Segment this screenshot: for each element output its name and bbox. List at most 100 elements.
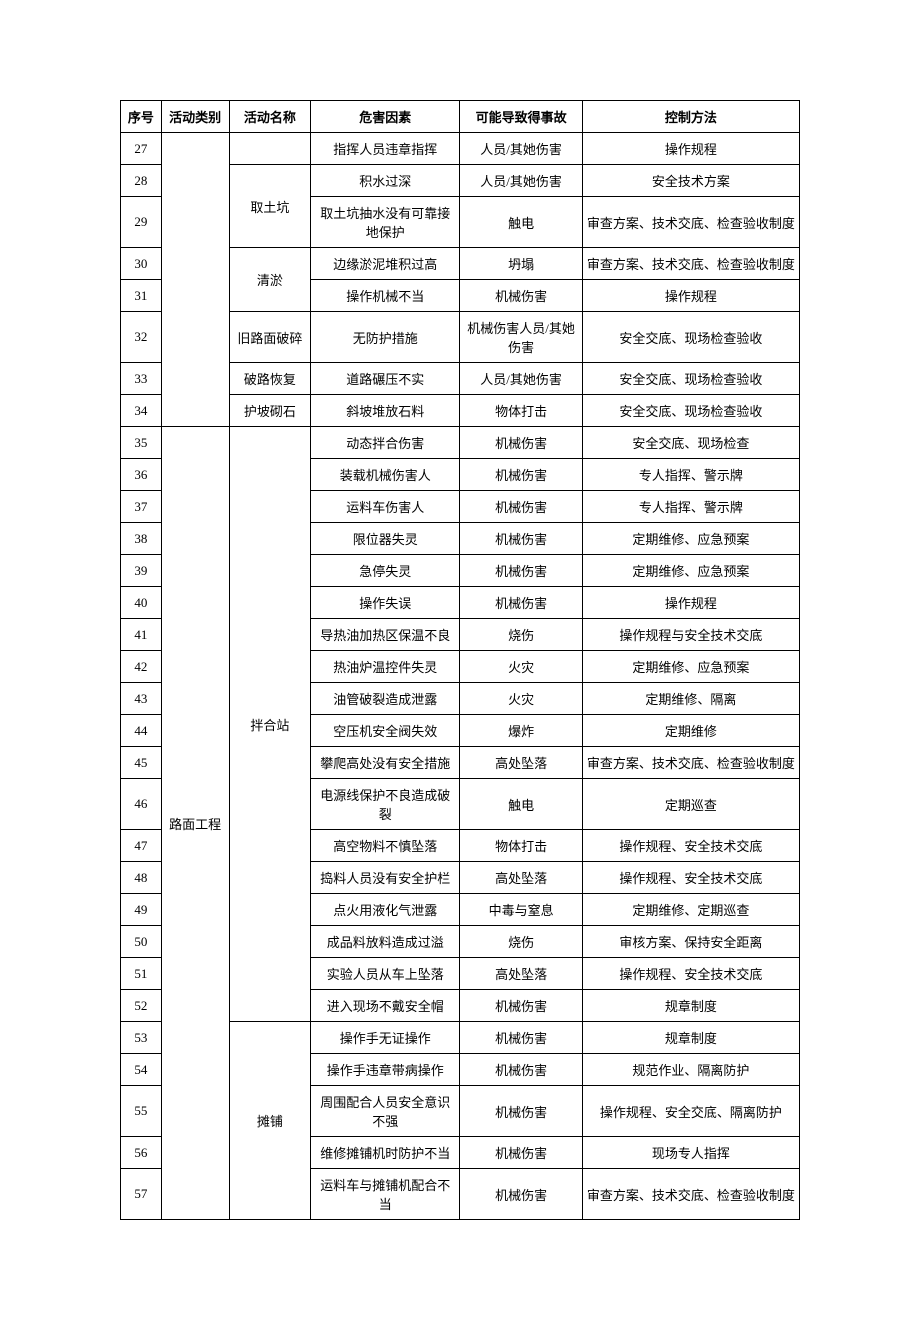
cell-seq: 39 (121, 555, 162, 587)
cell-hazard: 实验人员从车上坠落 (311, 958, 460, 990)
cell-hazard: 电源线保护不良造成破裂 (311, 779, 460, 830)
cell-control: 规范作业、隔离防护 (582, 1054, 799, 1086)
cell-seq: 37 (121, 491, 162, 523)
cell-hazard: 限位器失灵 (311, 523, 460, 555)
cell-control: 审查方案、技术交底、检查验收制度 (582, 197, 799, 248)
cell-accident: 物体打击 (460, 395, 582, 427)
cell-hazard: 维修摊铺机时防护不当 (311, 1137, 460, 1169)
cell-accident: 人员/其她伤害 (460, 165, 582, 197)
table-body: 27指挥人员违章指挥人员/其她伤害操作规程28取土坑积水过深人员/其她伤害安全技… (121, 133, 800, 1220)
cell-hazard: 油管破裂造成泄露 (311, 683, 460, 715)
cell-seq: 43 (121, 683, 162, 715)
cell-control: 审查方案、技术交底、检查验收制度 (582, 1169, 799, 1220)
cell-hazard: 点火用液化气泄露 (311, 894, 460, 926)
cell-control: 操作规程 (582, 587, 799, 619)
cell-hazard: 装载机械伤害人 (311, 459, 460, 491)
cell-control: 安全技术方案 (582, 165, 799, 197)
cell-hazard: 急停失灵 (311, 555, 460, 587)
cell-activity: 护坡砌石 (229, 395, 310, 427)
cell-control: 操作规程 (582, 133, 799, 165)
cell-hazard: 斜坡堆放石料 (311, 395, 460, 427)
cell-seq: 50 (121, 926, 162, 958)
cell-seq: 45 (121, 747, 162, 779)
cell-accident: 高处坠落 (460, 958, 582, 990)
cell-hazard: 操作手无证操作 (311, 1022, 460, 1054)
cell-control: 规章制度 (582, 990, 799, 1022)
cell-accident: 火灾 (460, 683, 582, 715)
cell-seq: 29 (121, 197, 162, 248)
cell-seq: 32 (121, 312, 162, 363)
cell-hazard: 热油炉温控件失灵 (311, 651, 460, 683)
cell-hazard: 取土坑抽水没有可靠接地保护 (311, 197, 460, 248)
cell-activity (229, 133, 310, 165)
cell-accident: 人员/其她伤害 (460, 363, 582, 395)
table-row: 27指挥人员违章指挥人员/其她伤害操作规程 (121, 133, 800, 165)
cell-seq: 41 (121, 619, 162, 651)
cell-hazard: 攀爬高处没有安全措施 (311, 747, 460, 779)
cell-accident: 机械伤害 (460, 1169, 582, 1220)
cell-activity: 取土坑 (229, 165, 310, 248)
hazard-table: 序号 活动类别 活动名称 危害因素 可能导致得事故 控制方法 27指挥人员违章指… (120, 100, 800, 1220)
cell-control: 定期维修、定期巡查 (582, 894, 799, 926)
cell-accident: 机械伤害 (460, 1137, 582, 1169)
header-ctrl: 控制方法 (582, 101, 799, 133)
header-haz: 危害因素 (311, 101, 460, 133)
cell-activity: 旧路面破碎 (229, 312, 310, 363)
cell-hazard: 指挥人员违章指挥 (311, 133, 460, 165)
cell-seq: 30 (121, 248, 162, 280)
cell-control: 操作规程 (582, 280, 799, 312)
cell-seq: 31 (121, 280, 162, 312)
cell-hazard: 高空物料不慎坠落 (311, 830, 460, 862)
cell-control: 操作规程、安全技术交底 (582, 958, 799, 990)
cell-activity: 清淤 (229, 248, 310, 312)
cell-control: 操作规程与安全技术交底 (582, 619, 799, 651)
cell-seq: 33 (121, 363, 162, 395)
cell-hazard: 成品料放料造成过溢 (311, 926, 460, 958)
cell-hazard: 积水过深 (311, 165, 460, 197)
cell-category: 路面工程 (161, 427, 229, 1220)
cell-seq: 46 (121, 779, 162, 830)
cell-seq: 28 (121, 165, 162, 197)
cell-accident: 机械伤害 (460, 587, 582, 619)
table-row: 35路面工程拌合站动态拌合伤害机械伤害安全交底、现场检查 (121, 427, 800, 459)
header-cat: 活动类别 (161, 101, 229, 133)
cell-hazard: 运料车伤害人 (311, 491, 460, 523)
cell-hazard: 动态拌合伤害 (311, 427, 460, 459)
header-seq: 序号 (121, 101, 162, 133)
cell-accident: 中毒与窒息 (460, 894, 582, 926)
cell-accident: 坍塌 (460, 248, 582, 280)
cell-accident: 机械伤害 (460, 280, 582, 312)
cell-seq: 48 (121, 862, 162, 894)
cell-control: 安全交底、现场检查验收 (582, 395, 799, 427)
header-act: 活动名称 (229, 101, 310, 133)
cell-seq: 47 (121, 830, 162, 862)
cell-accident: 物体打击 (460, 830, 582, 862)
cell-hazard: 捣料人员没有安全护栏 (311, 862, 460, 894)
cell-accident: 机械伤害 (460, 459, 582, 491)
cell-hazard: 操作机械不当 (311, 280, 460, 312)
cell-accident: 机械伤害 (460, 1086, 582, 1137)
cell-seq: 55 (121, 1086, 162, 1137)
cell-seq: 56 (121, 1137, 162, 1169)
cell-accident: 高处坠落 (460, 747, 582, 779)
cell-control: 专人指挥、警示牌 (582, 491, 799, 523)
cell-accident: 机械伤害 (460, 555, 582, 587)
cell-accident: 触电 (460, 779, 582, 830)
cell-seq: 38 (121, 523, 162, 555)
cell-activity: 摊铺 (229, 1022, 310, 1220)
cell-accident: 机械伤害 (460, 491, 582, 523)
cell-accident: 机械伤害 (460, 990, 582, 1022)
cell-seq: 34 (121, 395, 162, 427)
cell-category (161, 133, 229, 427)
cell-accident: 触电 (460, 197, 582, 248)
table-header-row: 序号 活动类别 活动名称 危害因素 可能导致得事故 控制方法 (121, 101, 800, 133)
cell-seq: 53 (121, 1022, 162, 1054)
cell-control: 定期维修、隔离 (582, 683, 799, 715)
cell-seq: 57 (121, 1169, 162, 1220)
cell-activity: 拌合站 (229, 427, 310, 1022)
cell-control: 审查方案、技术交底、检查验收制度 (582, 747, 799, 779)
cell-seq: 36 (121, 459, 162, 491)
header-acc: 可能导致得事故 (460, 101, 582, 133)
cell-seq: 40 (121, 587, 162, 619)
cell-hazard: 操作手违章带病操作 (311, 1054, 460, 1086)
